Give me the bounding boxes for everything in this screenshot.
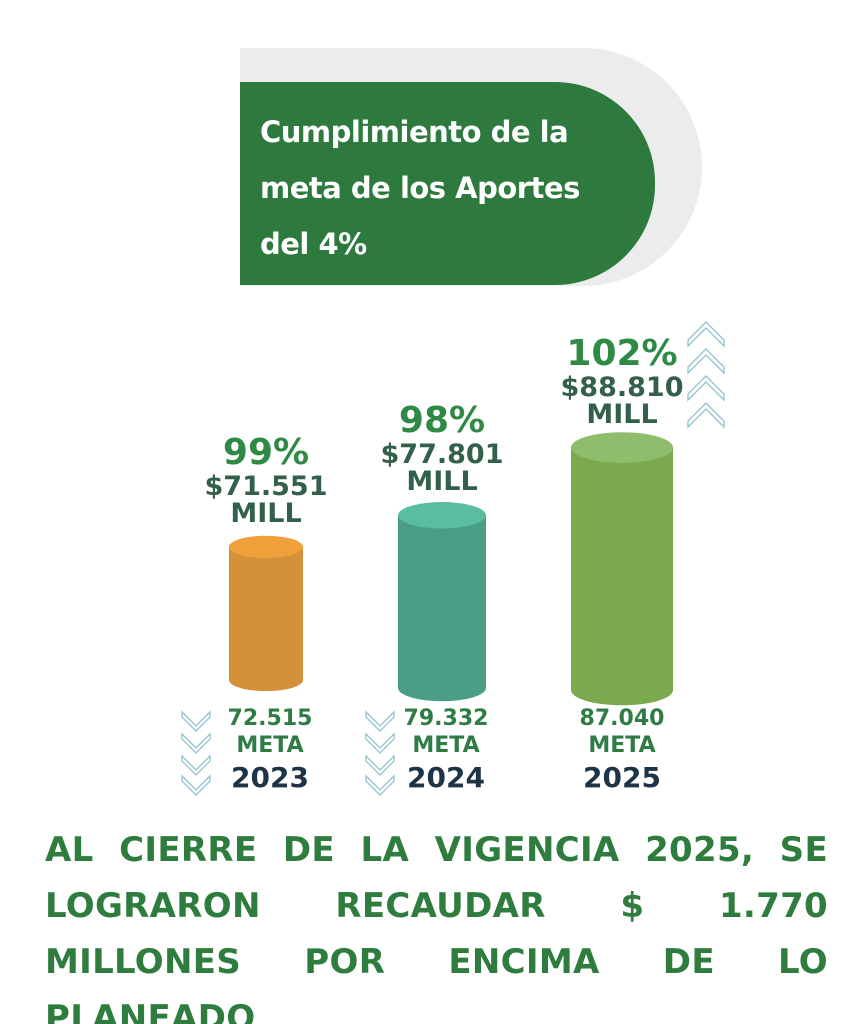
chevron-down-icon bbox=[181, 754, 211, 776]
percent-label: 99% bbox=[222, 431, 310, 473]
bar-2023 bbox=[229, 546, 303, 680]
bar-base-2024 bbox=[398, 674, 486, 702]
chevron-up-icon bbox=[687, 402, 725, 429]
percent-label: 98% bbox=[398, 400, 486, 442]
amount-label: $88.810 bbox=[560, 371, 684, 403]
chevron-up-icon bbox=[687, 375, 725, 402]
header-banner: Cumplimiento de la meta de los Aportes d… bbox=[240, 82, 655, 285]
chevron-up-icon bbox=[687, 348, 725, 375]
unit-label: MILL bbox=[230, 497, 302, 529]
meta-value-label: 72.515 bbox=[227, 706, 313, 731]
meta-label: META bbox=[412, 733, 480, 758]
year-label: 2023 bbox=[231, 761, 309, 794]
year-label: 2024 bbox=[407, 761, 485, 794]
meta-label: META bbox=[588, 733, 656, 758]
unit-label: MILL bbox=[406, 466, 478, 498]
meta-value-label: 87.040 bbox=[579, 706, 665, 731]
chevron-down-icon bbox=[181, 710, 211, 732]
amount-label: $71.551 bbox=[204, 470, 328, 502]
chevron-down-icon bbox=[181, 774, 211, 796]
chevron-down-icon bbox=[181, 732, 211, 754]
year-label: 2025 bbox=[583, 761, 661, 794]
amount-label: $77.801 bbox=[380, 439, 504, 471]
bar-2024 bbox=[398, 515, 486, 688]
bar-top-2024 bbox=[398, 502, 486, 529]
chevron-up-icon bbox=[687, 321, 725, 348]
bar-2025 bbox=[571, 447, 673, 690]
summary-text: AL CIERRE DE LA VIGENCIA 2025, SE LOGRAR… bbox=[45, 830, 828, 1024]
percent-label: 102% bbox=[566, 332, 678, 374]
bar-base-2023 bbox=[229, 668, 303, 692]
meta-value-label: 79.332 bbox=[403, 706, 489, 731]
chevron-down-icon bbox=[365, 754, 395, 776]
meta-label: META bbox=[236, 733, 304, 758]
bar-top-2025 bbox=[571, 432, 673, 463]
bar-top-2023 bbox=[229, 535, 303, 558]
chevron-down-icon bbox=[365, 732, 395, 754]
bar-base-2025 bbox=[571, 674, 673, 706]
chevron-down-icon bbox=[365, 774, 395, 796]
chevron-down-icon bbox=[365, 710, 395, 732]
unit-label: MILL bbox=[586, 398, 658, 430]
page-title: Cumplimiento de la meta de los Aportes d… bbox=[260, 115, 580, 261]
